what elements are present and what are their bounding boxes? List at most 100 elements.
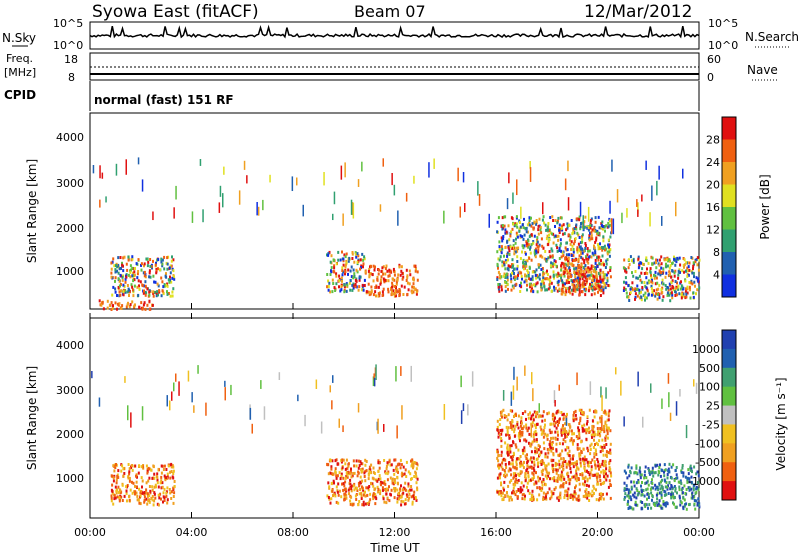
echo-cell [562,250,565,254]
echo-cell [332,270,335,273]
echo-cell [517,246,520,250]
echo-cell [157,284,160,288]
echo-cell [345,259,348,263]
echo-cell [589,492,592,496]
echo-cell [367,473,370,477]
echo-cell [521,497,524,501]
echo-cell [637,255,640,259]
echo-cell [576,437,579,440]
echo-cell [542,215,545,219]
echo-cell [550,495,553,499]
echo-cell [577,426,580,430]
echo-cell [551,463,554,467]
echo-cell [693,280,696,284]
echo-cell [341,466,344,470]
echo-cell [609,429,612,433]
echo-cell [518,474,521,477]
echo-cell [571,292,574,296]
echo-cell [582,494,585,498]
echo-cell [162,292,165,296]
echo-cell [514,412,517,416]
nsearch-tick-top: 10^5 [708,17,738,30]
echo-cell [514,483,517,487]
echo-cell [657,502,660,506]
echo-cell [624,492,627,496]
echo-cell [173,277,176,281]
echo-cell [506,282,509,286]
echo-cell [157,485,160,489]
echo-cell [173,485,176,488]
echo-cell [581,476,584,480]
echo-cell [398,288,401,292]
echo-cell [640,493,643,497]
echo-cell [406,495,409,498]
echo-cell [636,493,639,497]
echo-cell [562,416,565,420]
echo-cell [579,245,582,249]
echo-cell [530,233,533,237]
echo-cell [566,491,569,495]
echo-cell [536,457,539,461]
echo-cell [530,258,533,262]
echo-cell [546,412,549,416]
echo-cell [561,283,564,287]
echo-cell [585,488,588,492]
echo-cell [334,471,337,475]
echo-cell [510,455,513,459]
echo-cell [559,242,562,246]
echo-cell [379,278,382,282]
echo-cell [658,283,661,287]
echo-cell [664,485,667,489]
echo-cell [541,472,544,476]
echo-cell [157,267,159,271]
echo-cell [352,282,355,286]
echo-cell [542,270,545,274]
echo-cell [679,480,682,484]
echo-cell [570,240,573,244]
echo-cell [650,276,653,280]
echo-cell [497,283,500,286]
echo-cell [696,470,699,474]
echo-cell [333,264,336,268]
echo-cell [606,474,609,478]
echo-cell [545,497,548,501]
velocity-ytick-4000: 4000 [56,339,84,352]
echo-cell [291,176,294,192]
echo-cell [667,467,670,471]
echo-cell [581,283,584,287]
echo-cell [515,222,518,226]
echo-cell [644,505,647,508]
echo-cell [558,287,561,291]
echo-cell [664,468,667,472]
echo-cell [350,467,352,471]
echo-cell [411,285,414,289]
echo-cell [374,478,377,482]
echo-cell [553,487,556,491]
echo-cell [574,289,577,293]
echo-cell [168,280,171,284]
echo-cell [567,259,569,263]
echo-cell [695,382,698,394]
echo-cell [609,468,612,472]
echo-cell [145,257,148,261]
echo-cell [583,272,586,276]
echo-cell [683,263,686,267]
colorbar-tick: 16 [706,201,720,214]
echo-cell [675,260,678,264]
echo-cell [505,281,508,284]
echo-cell [519,234,522,238]
echo-cell [133,284,136,288]
echo-cell [467,404,469,416]
echo-cell [506,251,509,255]
echo-cell [131,257,134,261]
echo-cell [459,206,461,218]
echo-cell [357,471,360,475]
echo-cell [128,472,131,476]
echo-cell [549,445,552,449]
echo-cell [689,296,692,300]
echo-cell [579,225,582,229]
echo-cell [114,485,117,489]
echo-cell [397,470,399,474]
echo-cell [332,479,335,483]
echo-cell [662,295,665,299]
